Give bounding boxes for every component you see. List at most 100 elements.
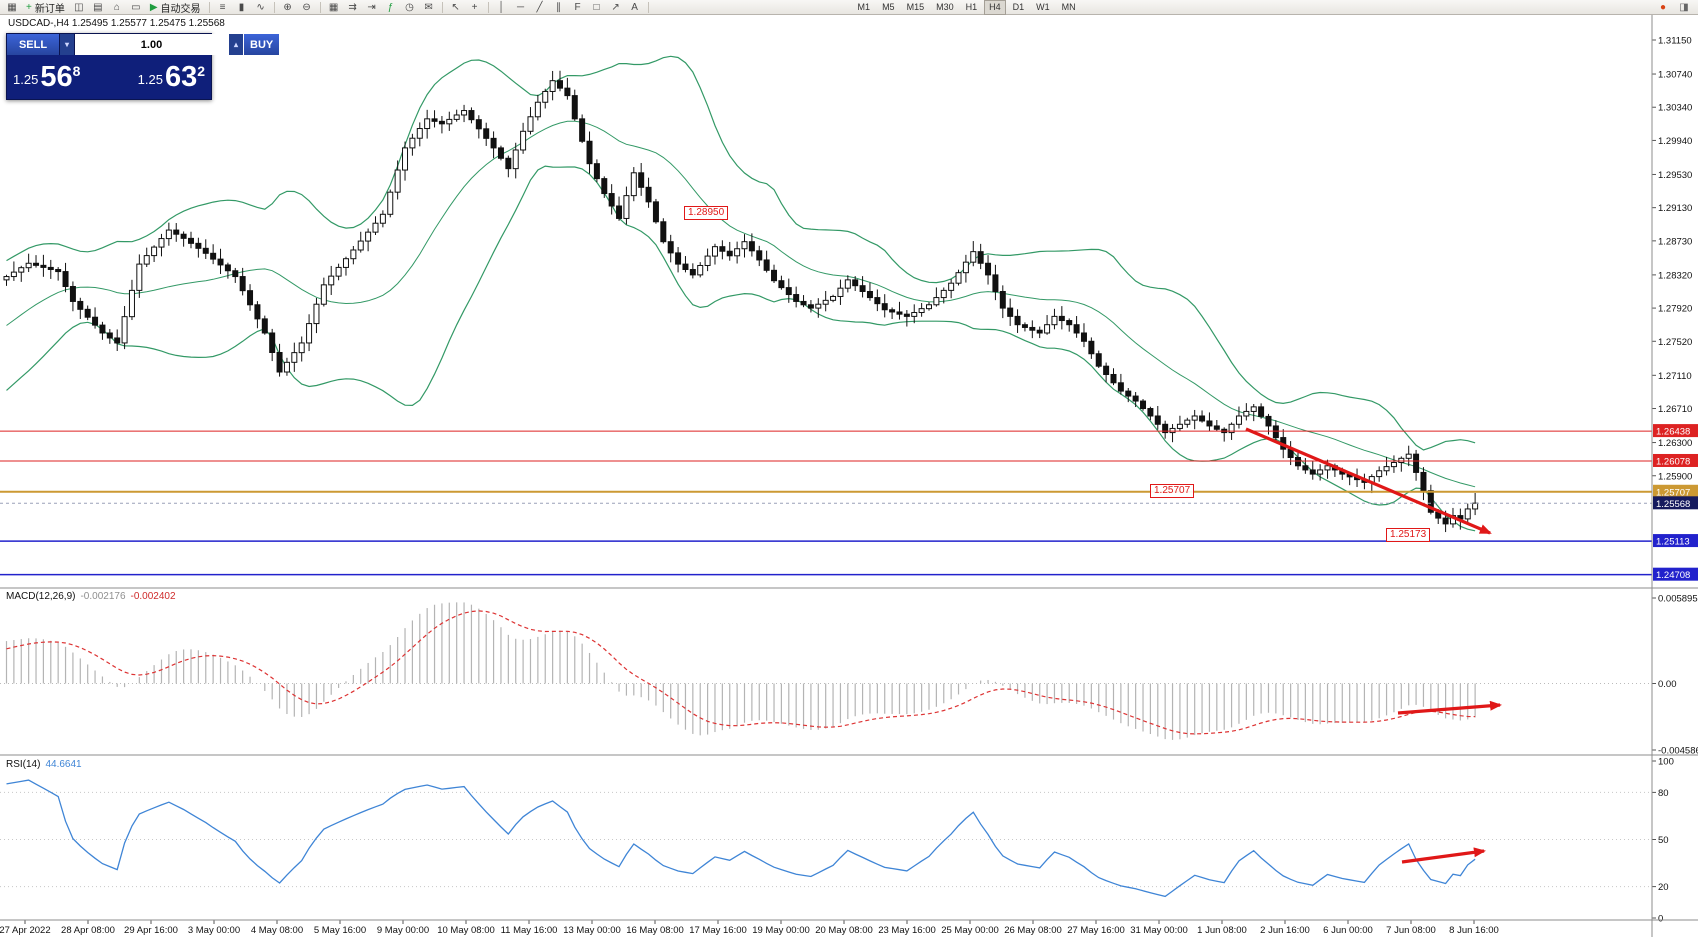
autotrade-button[interactable]: ▶ 自动交易 — [146, 1, 205, 15]
fibonacci-icon: F — [574, 1, 581, 13]
svg-text:1 Jun 08:00: 1 Jun 08:00 — [1197, 925, 1247, 936]
bar-chart-icon[interactable]: ≡ — [214, 1, 232, 14]
svg-text:-0.004586: -0.004586 — [1658, 746, 1698, 757]
market-watch-icon[interactable]: ◫ — [70, 1, 88, 14]
svg-text:19 May 00:00: 19 May 00:00 — [752, 925, 810, 936]
timeframe-m1-button[interactable]: M1 — [857, 1, 871, 12]
svg-text:1.26710: 1.26710 — [1658, 404, 1692, 415]
vertical-line-icon: │ — [498, 1, 505, 13]
svg-text:1.27110: 1.27110 — [1658, 371, 1692, 382]
one-click-controls: SELL ▾ ▴ BUY — [7, 34, 280, 55]
rsi-name: RSI(14) — [6, 759, 41, 770]
navigator-icon: ⌂ — [113, 1, 120, 13]
svg-text:1.28320: 1.28320 — [1658, 270, 1692, 281]
buy-price-big: 63 — [164, 60, 198, 93]
svg-text:3 May 00:00: 3 May 00:00 — [188, 925, 240, 936]
help-icon[interactable]: ◨ — [1679, 1, 1689, 13]
fibonacci-icon[interactable]: F — [569, 1, 587, 14]
timeframe-w1-button[interactable]: W1 — [1036, 1, 1050, 12]
timeframe-m30-button[interactable]: M30 — [936, 1, 954, 12]
buy-button[interactable]: BUY — [244, 34, 280, 55]
candlestick-chart-icon: ▮ — [238, 1, 245, 13]
auto-scroll-icon[interactable]: ⇉ — [344, 1, 362, 14]
svg-text:1.25113: 1.25113 — [1656, 537, 1690, 548]
svg-text:1.26438: 1.26438 — [1656, 427, 1690, 438]
arrows-icon[interactable]: ↗ — [607, 1, 625, 14]
svg-text:1.28730: 1.28730 — [1658, 236, 1692, 247]
toolbar-separator — [273, 1, 275, 13]
timeframe-m5-button[interactable]: M5 — [882, 1, 895, 12]
svg-text:6 Jun 00:00: 6 Jun 00:00 — [1323, 925, 1373, 936]
timeframe-h4-button[interactable]: H4 — [984, 0, 1006, 15]
toolbar-separator — [647, 1, 649, 13]
price-axis[interactable]: 1.26438 1.26078 1.25707 1.25113 1.24708 1.311… — [1652, 36, 1698, 582]
timeframe-m15-button[interactable]: M15 — [906, 1, 925, 12]
svg-text:100: 100 — [1658, 757, 1674, 768]
svg-text:28 Apr 08:00: 28 Apr 08:00 — [61, 925, 115, 936]
shapes-icon[interactable]: □ — [588, 1, 606, 14]
chart-shift-icon[interactable]: ⇥ — [363, 1, 381, 14]
svg-text:27 Apr 2022: 27 Apr 2022 — [0, 925, 51, 936]
trend-annotations[interactable] — [1245, 427, 1502, 864]
lot-increase-button[interactable]: ▴ — [229, 34, 243, 55]
toolbar-separator — [319, 1, 321, 13]
lot-size-input[interactable] — [75, 34, 228, 55]
svg-text:1.29130: 1.29130 — [1658, 203, 1692, 214]
svg-text:1.25707: 1.25707 — [1656, 487, 1690, 498]
crosshair-icon: + — [471, 1, 478, 13]
tile-windows-icon[interactable]: ▦ — [325, 1, 343, 14]
new-order-button[interactable]: + 新订单 — [22, 1, 69, 15]
price-tag[interactable]: 1.25173 — [1386, 528, 1431, 542]
horizontal-line-icon[interactable]: ─ — [512, 1, 530, 14]
sell-price-prefix: 1.25 — [13, 71, 39, 87]
svg-text:16 May 08:00: 16 May 08:00 — [626, 925, 684, 936]
cursor-icon[interactable]: ↖ — [447, 1, 465, 14]
lot-decrease-button[interactable]: ▾ — [60, 34, 74, 55]
toolbar: ▦ + 新订单 ◫ ▤ ⌂ ▭ ▶ 自动交易 ≡ ▮ ∿ ⊕ ⊖ ▦ ⇉ ⇥ ƒ ◷ ✉ ↖ + │ ─ ╱ ∥ F □ ↗ A M1 M5 M… — [0, 0, 1698, 15]
candlestick-chart-icon[interactable]: ▮ — [233, 1, 251, 14]
data-window-icon[interactable]: ▤ — [89, 1, 107, 14]
chart-shift-icon: ⇥ — [367, 1, 376, 13]
navigator-icon[interactable]: ⌂ — [108, 1, 126, 14]
channel-icon[interactable]: ∥ — [550, 1, 568, 14]
svg-text:1.27920: 1.27920 — [1658, 304, 1692, 315]
channel-icon: ∥ — [556, 1, 562, 13]
periods-icon: ◷ — [405, 1, 414, 13]
svg-text:8 Jun 16:00: 8 Jun 16:00 — [1449, 925, 1499, 936]
timeframe-d1-button[interactable]: D1 — [1012, 1, 1025, 12]
vertical-line-icon[interactable]: │ — [493, 1, 511, 14]
trendline-icon[interactable]: ╱ — [531, 1, 549, 14]
text-icon[interactable]: A — [626, 1, 644, 14]
terminal-icon[interactable]: ▭ — [127, 1, 145, 14]
charts-grid-icon[interactable]: ▦ — [3, 1, 21, 14]
price-tag[interactable]: 1.28950 — [684, 206, 729, 220]
toolbar-right-group: ● ◨ — [1654, 1, 1695, 14]
svg-text:1.24708: 1.24708 — [1656, 570, 1690, 581]
price-tag[interactable]: 1.25707 — [1150, 484, 1195, 498]
sell-price-sup: 8 — [72, 62, 81, 79]
toolbar-separator — [208, 1, 210, 13]
svg-text:1.25900: 1.25900 — [1658, 471, 1692, 482]
timeframe-mn-button[interactable]: MN — [1061, 1, 1076, 12]
tile-windows-icon: ▦ — [328, 1, 339, 13]
auto-scroll-icon: ⇉ — [348, 1, 357, 13]
zoom-in-icon: ⊕ — [283, 1, 292, 13]
line-chart-icon: ∿ — [256, 1, 265, 13]
line-chart-icon[interactable]: ∿ — [252, 1, 270, 14]
zoom-in-icon[interactable]: ⊕ — [279, 1, 297, 14]
mail-icon[interactable]: ✉ — [420, 1, 438, 14]
horizontal-levels[interactable] — [0, 430, 1652, 576]
periods-icon[interactable]: ◷ — [401, 1, 419, 14]
svg-text:31 May 00:00: 31 May 00:00 — [1130, 925, 1188, 936]
svg-text:2 Jun 16:00: 2 Jun 16:00 — [1260, 925, 1310, 936]
sell-button[interactable]: SELL — [7, 34, 59, 55]
timeframe-h1-button[interactable]: H1 — [965, 1, 978, 12]
time-axis[interactable]: 27 Apr 2022 28 Apr 08:00 29 Apr 16:00 3 May… — [0, 920, 1499, 936]
community-icon[interactable]: ● — [1659, 1, 1667, 13]
text-icon: A — [631, 1, 638, 13]
indicators-icon[interactable]: ƒ — [382, 1, 400, 14]
crosshair-icon[interactable]: + — [466, 1, 484, 14]
zoom-out-icon[interactable]: ⊖ — [298, 1, 316, 14]
